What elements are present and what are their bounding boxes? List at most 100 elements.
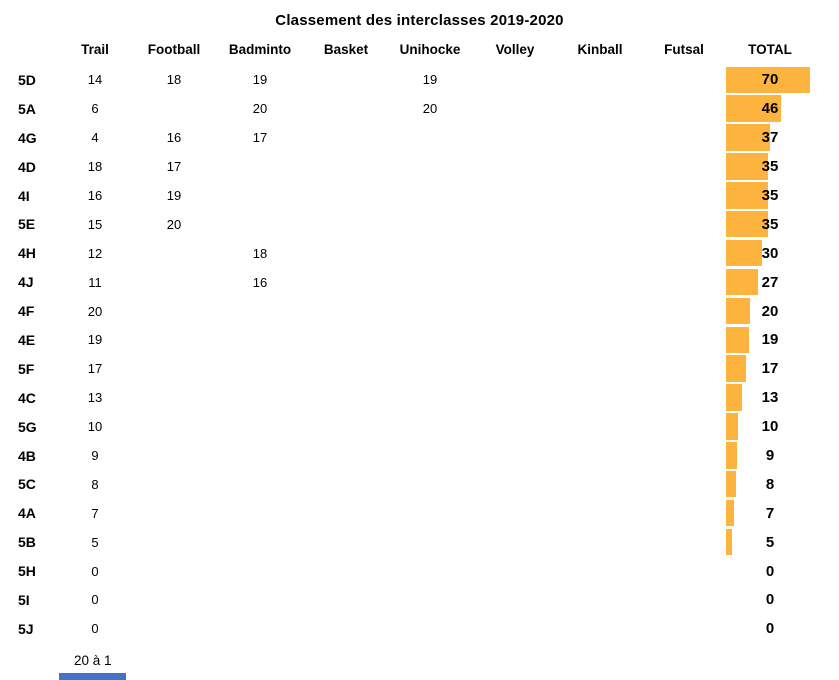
value-cell: 19	[87, 332, 103, 348]
column-header-futsal: Futsal	[664, 42, 704, 57]
total-value: 30	[761, 244, 779, 262]
total-bar	[726, 268, 759, 296]
total-bar	[726, 528, 732, 556]
row-label: 4B	[18, 447, 36, 464]
value-cell: 20	[252, 101, 268, 117]
table-row: 4A 7 7	[0, 499, 839, 528]
column-header-volley: Volley	[495, 42, 535, 57]
total-cell: 8	[726, 470, 839, 499]
table-row: 4B 9 9	[0, 441, 839, 470]
table-row: 5C 8 8	[0, 470, 839, 499]
total-cell: 0	[726, 614, 839, 643]
value-cell: 15	[87, 216, 103, 232]
table-row: 4D 18 17 35	[0, 152, 839, 181]
column-header-basket: Basket	[323, 42, 369, 57]
column-header-kinball: Kinball	[577, 42, 623, 57]
row-label: 5A	[18, 100, 36, 117]
table-row: 4J 11 16 27	[0, 268, 839, 297]
column-header-unihockey: Unihocke	[399, 42, 461, 57]
total-cell: 13	[726, 383, 839, 412]
total-bar	[726, 413, 738, 440]
row-label: 4A	[18, 505, 36, 522]
total-bar	[726, 355, 747, 382]
value-cell: 18	[166, 72, 182, 88]
total-value: 37	[761, 129, 779, 147]
total-value: 27	[761, 273, 779, 291]
table-row: 5A 6 20 20 46	[0, 94, 839, 123]
table-row: 4G 4 16 17 37	[0, 123, 839, 152]
value-cell: 0	[91, 592, 99, 608]
column-header-football: Football	[147, 42, 201, 57]
total-cell: 35	[726, 210, 839, 239]
total-value: 0	[765, 620, 775, 638]
row-label: 4D	[18, 158, 36, 175]
total-bar	[726, 239, 762, 267]
row-label: 4C	[18, 389, 36, 406]
value-cell: 18	[252, 245, 268, 261]
table-row: 4F 20 20	[0, 297, 839, 326]
total-value: 5	[765, 533, 775, 551]
table-body: 5D 14 18 19 19 70 5A 6 20 20	[0, 66, 839, 644]
column-header-row: Trail Football Badminto Basket Unihocke …	[0, 42, 839, 57]
value-cell: 16	[166, 130, 182, 146]
horizontal-scrollbar-thumb[interactable]	[59, 673, 126, 680]
table-row: 5G 10 10	[0, 412, 839, 441]
value-cell: 6	[91, 101, 99, 117]
total-cell: 0	[726, 586, 839, 615]
value-cell: 14	[87, 72, 103, 88]
total-value: 70	[761, 71, 779, 89]
value-cell: 5	[91, 534, 99, 550]
total-bar	[726, 470, 736, 498]
table-row: 5F 17 17	[0, 354, 839, 383]
total-cell: 5	[726, 528, 839, 557]
row-label: 4G	[18, 129, 37, 146]
value-cell: 20	[166, 216, 182, 232]
total-value: 35	[761, 158, 779, 176]
total-cell: 0	[726, 557, 839, 586]
total-value: 20	[761, 302, 779, 320]
total-cell: 30	[726, 239, 839, 268]
row-label: 5C	[18, 476, 36, 493]
row-label: 5E	[18, 216, 36, 233]
total-value: 9	[765, 447, 775, 465]
table-row: 5B 5 5	[0, 528, 839, 557]
row-label: 5I	[18, 591, 30, 608]
row-label: 5J	[18, 620, 34, 637]
total-bar	[726, 210, 768, 238]
value-cell: 11	[88, 274, 102, 290]
value-cell: 9	[91, 448, 99, 464]
total-value: 0	[765, 591, 775, 609]
total-bar	[726, 384, 742, 411]
value-cell: 19	[252, 72, 268, 88]
total-value: 46	[761, 100, 779, 118]
row-label: 5G	[18, 418, 37, 435]
value-cell: 13	[87, 390, 103, 406]
total-value: 19	[761, 331, 779, 349]
total-cell: 20	[726, 297, 839, 326]
total-bar	[726, 499, 735, 527]
total-bar	[726, 326, 749, 354]
value-cell: 17	[87, 361, 103, 377]
value-cell: 12	[87, 245, 103, 261]
value-cell: 0	[91, 563, 99, 579]
total-value: 10	[761, 418, 779, 436]
value-cell: 19	[422, 72, 438, 88]
scale-footnote: 20 à 1	[74, 653, 112, 668]
total-bar	[726, 297, 750, 325]
column-header-total: TOTAL	[748, 42, 792, 57]
value-cell: 10	[87, 419, 103, 435]
row-label: 4H	[18, 245, 36, 262]
total-cell: 35	[726, 181, 839, 210]
total-value: 13	[761, 389, 779, 407]
total-cell: 37	[726, 123, 839, 152]
row-label: 5H	[18, 563, 36, 580]
total-bar	[726, 442, 737, 469]
total-cell: 7	[726, 499, 839, 528]
total-value: 17	[761, 360, 779, 378]
table-row: 5J 0 0	[0, 614, 839, 643]
value-cell: 17	[252, 130, 268, 146]
total-bar	[726, 124, 771, 151]
column-header-badminton: Badminto	[228, 42, 292, 57]
row-label: 4I	[18, 187, 30, 204]
value-cell: 18	[87, 159, 103, 175]
